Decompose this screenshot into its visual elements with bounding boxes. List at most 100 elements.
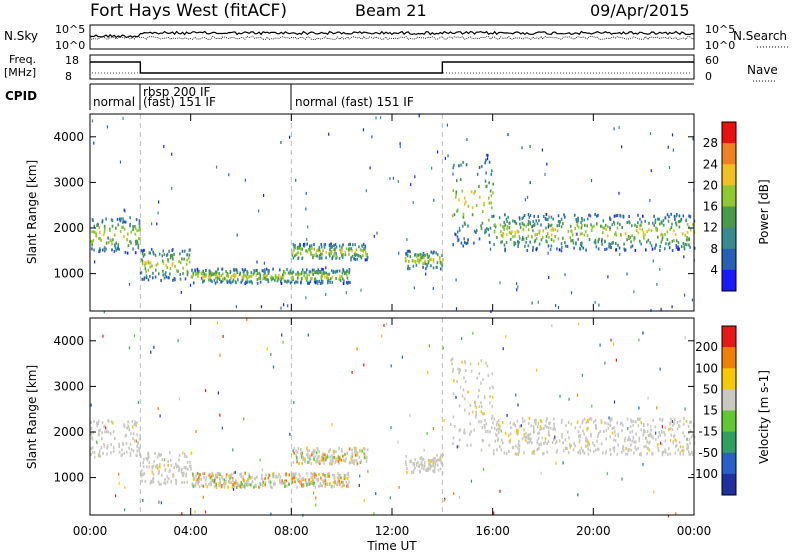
range-cell	[96, 421, 98, 425]
range-cell	[692, 433, 694, 437]
scatter-cell	[652, 221, 654, 225]
range-cell	[291, 480, 294, 484]
range-cell	[604, 451, 607, 455]
range-cell	[192, 271, 195, 275]
range-cell	[291, 251, 294, 255]
range-cell	[672, 440, 675, 444]
range-cell	[167, 258, 169, 262]
scatter-cell	[246, 318, 248, 322]
range-cell	[158, 469, 160, 473]
range-cell	[90, 447, 92, 451]
range-cell	[503, 220, 505, 224]
range-cell	[691, 451, 693, 454]
range-cell	[152, 271, 154, 275]
range-cell	[284, 279, 287, 283]
n-search-label: N.Search	[733, 29, 787, 43]
range-cell	[161, 458, 164, 462]
scatter-cell	[124, 209, 126, 213]
range-cell	[500, 240, 502, 244]
range-cell	[296, 272, 298, 276]
range-cell	[432, 260, 435, 264]
scatter-cell	[426, 432, 428, 435]
range-cell	[276, 279, 279, 283]
range-cell	[356, 257, 359, 261]
range-cell	[264, 268, 266, 272]
colorbar-swatch	[722, 185, 736, 207]
range-cell	[333, 449, 336, 453]
range-cell	[459, 178, 462, 181]
range-cell	[258, 271, 261, 275]
scatter-cell	[547, 251, 549, 255]
range-cell	[274, 273, 277, 277]
range-cell	[313, 458, 315, 462]
range-cell	[156, 463, 159, 467]
range-cell	[331, 485, 333, 489]
range-cell	[627, 449, 630, 452]
range-cell	[664, 216, 667, 220]
range-cell	[158, 482, 161, 486]
range-cell	[417, 253, 419, 257]
range-cell	[669, 452, 672, 456]
range-cell	[221, 476, 224, 480]
range-cell	[687, 446, 689, 450]
range-cell	[353, 257, 355, 261]
range-cell	[230, 473, 233, 477]
range-cell	[452, 166, 454, 170]
scatter-cell	[350, 258, 352, 262]
range-cell	[614, 433, 617, 437]
scatter-cell	[540, 471, 542, 475]
range-cell	[346, 276, 349, 280]
range-cell	[225, 270, 227, 274]
range-cell	[541, 235, 544, 239]
scatter-cell	[157, 211, 159, 215]
range-cell	[675, 444, 677, 448]
scatter-cell	[455, 233, 457, 237]
range-cell	[308, 482, 311, 486]
range-cell	[142, 465, 145, 469]
scatter-cell	[137, 400, 140, 404]
range-cell	[197, 271, 200, 275]
range-cell	[577, 430, 580, 433]
range-cell	[413, 462, 415, 465]
range-cell	[359, 254, 362, 258]
range-cell	[124, 434, 127, 438]
range-cell	[590, 417, 593, 421]
range-cell	[518, 448, 521, 452]
range-cell	[354, 257, 357, 261]
range-cell	[310, 471, 312, 475]
range-cell	[504, 247, 506, 251]
range-cell	[458, 438, 461, 442]
range-cell	[286, 484, 288, 488]
range-cell	[531, 451, 534, 455]
range-cell	[607, 426, 610, 430]
scatter-cell	[307, 333, 309, 337]
range-cell	[304, 478, 307, 482]
range-cell	[263, 273, 266, 277]
range-cell	[615, 214, 618, 218]
range-cell	[677, 245, 680, 249]
range-cell	[215, 483, 217, 487]
scatter-cell	[123, 208, 125, 212]
range-cell	[470, 430, 472, 434]
range-cell	[653, 214, 655, 218]
range-cell	[299, 481, 301, 485]
range-cell	[672, 421, 675, 425]
range-cell	[243, 484, 245, 488]
range-cell	[300, 455, 303, 459]
range-cell	[463, 397, 466, 401]
cpid-panel: CPID normal rbsp 200 IF (fast) 151 IF no…	[5, 83, 694, 110]
range-cell	[623, 439, 626, 443]
range-cell	[417, 460, 419, 464]
range-cell	[353, 253, 356, 257]
range-cell	[451, 357, 454, 361]
scatter-cell	[107, 236, 109, 240]
range-cell	[488, 201, 491, 205]
range-cell	[144, 263, 146, 267]
range-cell	[274, 482, 276, 486]
range-cell	[148, 251, 151, 255]
scatter-cell	[270, 512, 272, 516]
range-cell	[562, 222, 564, 226]
range-cell	[253, 485, 255, 489]
range-cell	[591, 228, 593, 232]
